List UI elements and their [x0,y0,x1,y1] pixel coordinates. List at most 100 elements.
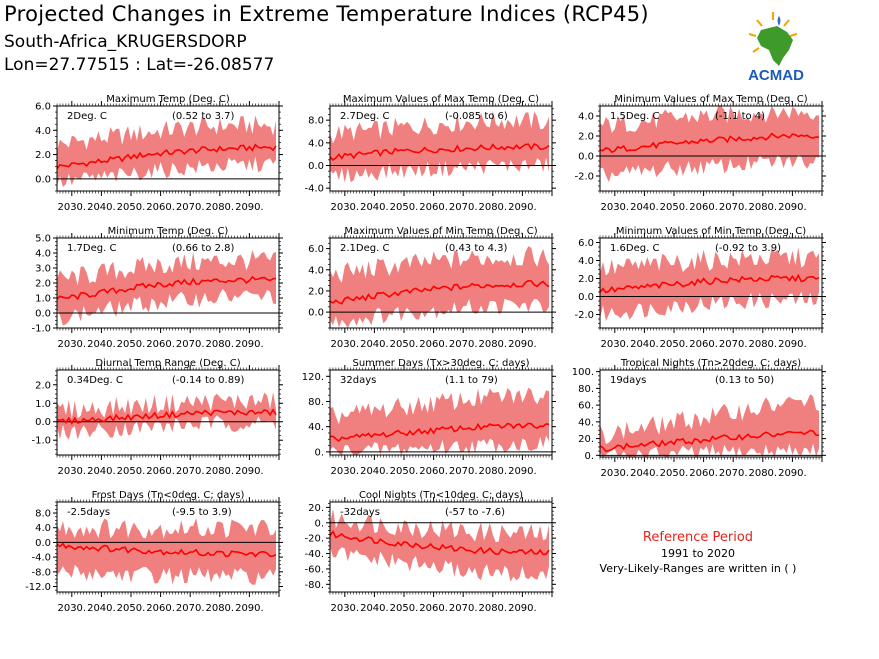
panel-title: Maximum Values of Min Temp (Deg. C) [344,226,537,237]
y-tick-label: -2.0 [574,172,594,183]
x-tick-label: 2050. [117,466,146,477]
logo-text: ACMAD [748,67,804,84]
africa-map-icon: ACMAD [748,12,804,84]
reference-years: 1991 to 2020 [660,547,736,560]
x-tick-label: 2090. [778,468,807,479]
y-tick-label: 0.0 [308,161,324,172]
x-tick-label: 2070. [719,468,748,479]
x-tick-label: 2090. [508,202,537,213]
range-band [330,387,549,455]
x-tick-label: 2030. [57,603,86,614]
plot-frame [329,501,553,593]
x-tick-label: 2030. [330,466,359,477]
y-tick-label: 1.0 [35,294,51,305]
y-tick-label: 4.0 [35,126,51,137]
panel-title: Minimum Values of Min Temp (Deg. C) [616,226,806,237]
panel-title: Cool Nights (Tn<10deg. C; days) [359,490,523,501]
y-tick-label: 4.0 [308,138,324,149]
y-tick-label: -2.0 [574,310,594,321]
x-tick-label: 2090. [508,466,537,477]
y-tick-label: 8.0 [35,509,51,520]
y-tick-label: 0.0 [35,417,51,428]
range-label: (1.1 to 79) [445,375,498,386]
y-tick-label: 4.0 [35,249,51,260]
panel-title: Maximum Values of Max Temp (Deg. C) [343,94,539,105]
mean-label: 2Deg. C [67,111,107,122]
mean-line [329,422,550,443]
mean-line [599,429,820,453]
y-tick-label: 0. [584,451,594,462]
mean-line [329,142,550,162]
range-label: (-0.92 to 3.9) [715,243,781,254]
range-label: (-0.085 to 6) [445,111,508,122]
x-tick-label: 2090. [508,339,537,350]
y-tick-label: 20. [578,434,594,445]
range-label: (-57 to -7.6) [445,507,505,518]
x-tick-label: 2050. [390,603,419,614]
x-tick-label: 2040. [87,603,116,614]
plot-frame [599,105,823,192]
x-tick-label: 2040. [87,339,116,350]
page-title: Projected Changes in Extreme Temperature… [4,2,649,26]
y-tick-label: 2.0 [578,132,594,143]
y-tick-label: 100. [572,367,594,378]
x-tick-label: 2030. [57,202,86,213]
mean-label: 19days [610,375,646,386]
range-label: (-9.5 to 3.9) [172,507,232,518]
x-tick-label: 2080. [478,466,507,477]
y-tick-label: 0.0 [35,174,51,185]
y-tick-label: 1.0 [35,399,51,410]
mean-label: 32days [340,375,376,386]
x-tick-label: 2040. [630,468,659,479]
x-tick-label: 2080. [205,603,234,614]
x-tick-label: 2040. [360,466,389,477]
location-label: South-Africa_KRUGERSDORP [4,32,247,52]
panel-title: Diurnal Temp Range (Deg. C) [95,358,240,369]
y-tick-label: 2.0 [35,279,51,290]
x-tick-label: 2040. [630,339,659,350]
x-tick-label: 2050. [660,339,689,350]
y-tick-label: 0. [314,518,324,529]
y-tick-label: 0.0 [578,292,594,303]
x-tick-label: 2050. [117,603,146,614]
x-tick-label: 2090. [235,202,264,213]
y-tick-label: 0.0 [35,309,51,320]
acmad-logo: ACMAD [735,8,817,84]
x-tick-label: 2070. [719,339,748,350]
x-tick-label: 2040. [87,466,116,477]
range-band [600,106,819,183]
y-tick-label: 20. [308,503,324,514]
x-tick-label: 2050. [390,202,419,213]
x-tick-label: 2070. [176,339,205,350]
x-tick-label: 2070. [449,466,478,477]
x-tick-label: 2030. [330,603,359,614]
coordinates-label: Lon=27.77515 : Lat=-26.08577 [4,55,275,75]
x-tick-label: 2060. [689,468,718,479]
reference-note: Very-Likely-Ranges are written in ( ) [599,562,797,575]
y-tick-label: 6.0 [35,102,51,113]
y-tick-label: -12.0 [25,582,51,593]
y-tick-label: 0.0 [308,308,324,319]
y-tick-label: 40. [578,417,594,428]
x-tick-label: 2070. [719,202,748,213]
plot-frame [329,369,553,456]
y-tick-label: 2.0 [35,150,51,161]
x-tick-label: 2090. [778,339,807,350]
mean-line [599,132,820,154]
x-tick-label: 2090. [235,466,264,477]
mean-line [56,542,277,558]
mean-label: 1.5Deg. C [610,111,659,122]
panel-title: Minimum Values of Max Temp (Deg. C) [614,94,807,105]
range-label: (0.66 to 2.8) [172,243,234,254]
x-tick-label: 2060. [419,202,448,213]
x-tick-label: 2040. [630,202,659,213]
y-tick-label: 2.0 [308,286,324,297]
y-tick-label: 4.0 [308,265,324,276]
x-tick-label: 2030. [57,339,86,350]
y-tick-label: 0.0 [35,538,51,549]
reference-period-block: Reference Period 1991 to 2020 Very-Likel… [588,530,808,575]
mean-label: -2.5days [67,507,110,518]
y-tick-label: -8.0 [31,567,51,578]
range-band [600,394,819,457]
